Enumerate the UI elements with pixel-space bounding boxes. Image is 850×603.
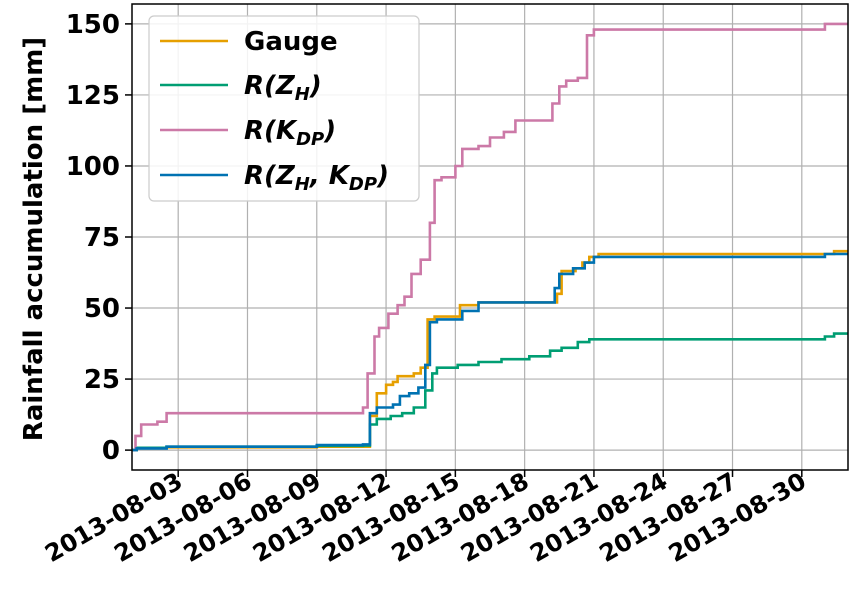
legend-label: Gauge xyxy=(244,27,338,57)
y-axis-label: Rainfall accumulation [mm] xyxy=(19,37,49,441)
y-tick-label: 25 xyxy=(84,365,120,395)
legend: Gauge R(ZH) R(KDP) R(ZH, KDP) xyxy=(148,15,420,202)
legend-label: R(ZH, KDP) xyxy=(244,161,389,195)
y-tick-label: 0 xyxy=(102,436,120,466)
series-lines xyxy=(132,22,848,452)
series-line xyxy=(132,249,848,452)
y-tick-label: 125 xyxy=(66,81,120,111)
legend-box xyxy=(148,15,420,202)
legend-label: R(KDP) xyxy=(244,116,336,150)
legend-label: R(ZH) xyxy=(244,71,322,105)
y-tick-label: 150 xyxy=(66,10,120,40)
y-tick-label: 50 xyxy=(84,294,120,324)
y-tick-label: 75 xyxy=(84,223,120,253)
series-line xyxy=(132,252,848,452)
series-line xyxy=(132,332,848,452)
series-line xyxy=(132,22,848,452)
y-tick-label: 100 xyxy=(66,152,120,182)
